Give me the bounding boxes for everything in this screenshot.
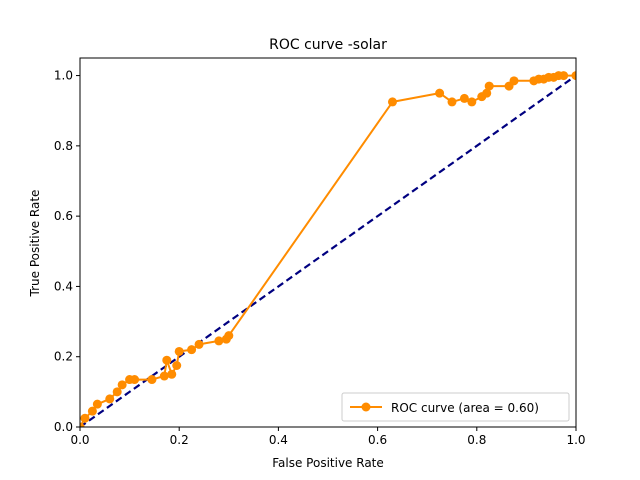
chart-title: ROC curve -solar	[269, 37, 387, 53]
roc-point	[467, 97, 477, 107]
x-tick-label: 0.8	[467, 433, 486, 447]
roc-point	[162, 355, 172, 365]
x-tick-label: 0.4	[269, 433, 288, 447]
y-tick-label: 0.0	[54, 420, 73, 434]
x-axis-label: False Positive Rate	[272, 456, 384, 470]
legend-box	[341, 392, 570, 422]
plot-frame	[79, 57, 577, 428]
roc-point	[92, 399, 102, 409]
roc-point	[80, 413, 90, 423]
legend-label: ROC curve (area = 0.60)	[391, 401, 539, 415]
x-tick-label: 0.6	[368, 433, 387, 447]
roc-point	[194, 339, 204, 349]
roc-point	[167, 369, 177, 379]
roc-point	[484, 81, 494, 91]
y-tick-label: 0.6	[54, 209, 73, 223]
y-tick-label: 0.8	[54, 139, 73, 153]
roc-point	[459, 93, 469, 103]
roc-point	[87, 406, 97, 416]
roc-point	[214, 336, 224, 346]
y-tick-label: 1.0	[54, 69, 73, 83]
roc-point	[147, 375, 157, 385]
roc-point	[187, 345, 197, 355]
x-tick-label: 0.0	[70, 433, 89, 447]
y-tick-label: 0.2	[54, 350, 73, 364]
legend-marker-sample	[361, 402, 371, 412]
roc-point	[172, 361, 182, 370]
roc-point	[509, 76, 519, 86]
roc-point	[80, 422, 85, 427]
roc-point	[159, 371, 169, 381]
roc-point	[112, 387, 122, 397]
x-tick-label: 0.2	[170, 433, 189, 447]
roc-point	[447, 97, 457, 107]
roc-point	[117, 380, 127, 390]
roc-point	[387, 97, 397, 107]
diagonal-reference-line	[80, 74, 576, 427]
y-axis-label: True Positive Rate	[28, 190, 42, 298]
roc-point	[130, 375, 140, 385]
roc-point	[435, 88, 445, 98]
roc-point	[224, 331, 234, 341]
roc-point	[174, 346, 184, 356]
y-tick-label: 0.4	[54, 279, 73, 293]
x-tick-label: 1.0	[566, 433, 585, 447]
legend: ROC curve (area = 0.60)	[341, 392, 570, 422]
roc-point	[571, 71, 576, 81]
roc-point	[482, 88, 492, 98]
roc-point	[105, 394, 115, 404]
series-group	[80, 71, 576, 427]
roc-point	[559, 71, 569, 81]
